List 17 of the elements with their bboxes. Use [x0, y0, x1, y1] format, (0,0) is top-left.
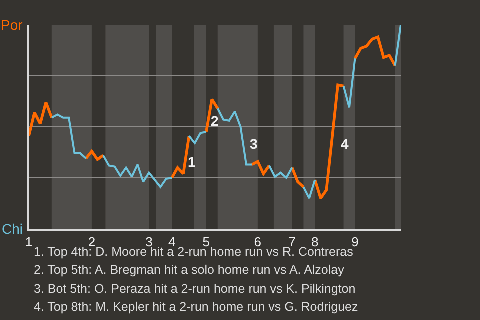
x-tick-label: 8 — [312, 234, 319, 250]
x-tick-label: 2 — [88, 234, 96, 250]
text: 3. Bot 5th: O. Peraza hit a 2-run home run vs K. Pilkington — [34, 282, 356, 296]
x-tick-label: 9 — [352, 234, 359, 250]
annotation: 1 — [188, 154, 196, 170]
annotation: 4 — [341, 136, 349, 152]
x-tick-label: 1 — [25, 234, 33, 250]
x-tick-label: 6 — [254, 234, 262, 250]
text: 4. Top 8th: M. Kepler hit a 2-run home run vs G. Rodriguez — [34, 300, 358, 314]
x-tick-label: 4 — [168, 234, 176, 250]
x-tick-label: 5 — [202, 234, 210, 250]
annotation: 2 — [211, 113, 219, 129]
text: Chi — [2, 221, 24, 237]
x-tick-label: 3 — [146, 234, 153, 250]
annotation: 3 — [250, 136, 258, 152]
text: Por — [1, 17, 24, 33]
text: 2. Top 5th: A. Bregman hit a solo home run vs A. Alzolay — [34, 263, 346, 277]
